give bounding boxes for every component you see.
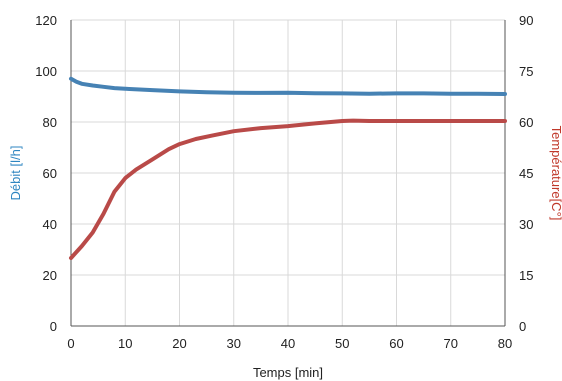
right-y-axis-title: Température[C°] [549,126,562,221]
right-y-tick-label: 0 [519,319,526,334]
grid [70,19,506,327]
x-axis-title: Temps [min] [253,365,323,380]
series [69,76,507,260]
right-y-tick-label: 75 [519,64,533,79]
right-y-tick-label: 90 [519,13,533,28]
left-y-axis-title: Débit [l/h] [8,146,23,201]
left-y-tick-label: 120 [35,13,57,28]
left-y-tick-label: 40 [43,217,57,232]
temperature-series-line [69,118,507,260]
x-tick-label: 10 [118,336,132,351]
tick-labels: 0 10 20 30 40 50 60 70 80 0 20 40 60 80 100 120 0 15 30 45 6… [35,13,533,351]
right-y-tick-label: 60 [519,115,533,130]
left-y-tick-label: 0 [50,319,57,334]
right-y-tick-label: 15 [519,268,533,283]
x-tick-label: 50 [335,336,349,351]
flow-series-line [69,76,507,96]
x-tick-label: 60 [389,336,403,351]
x-tick-label: 20 [172,336,186,351]
right-y-tick-label: 45 [519,166,533,181]
x-tick-label: 0 [67,336,74,351]
axes [70,20,506,327]
left-y-tick-label: 60 [43,166,57,181]
left-y-tick-label: 20 [43,268,57,283]
x-tick-label: 30 [227,336,241,351]
right-y-tick-label: 30 [519,217,533,232]
left-y-tick-label: 100 [35,64,57,79]
x-tick-label: 70 [444,336,458,351]
x-tick-label: 80 [498,336,512,351]
left-y-tick-label: 80 [43,115,57,130]
x-tick-label: 40 [281,336,295,351]
